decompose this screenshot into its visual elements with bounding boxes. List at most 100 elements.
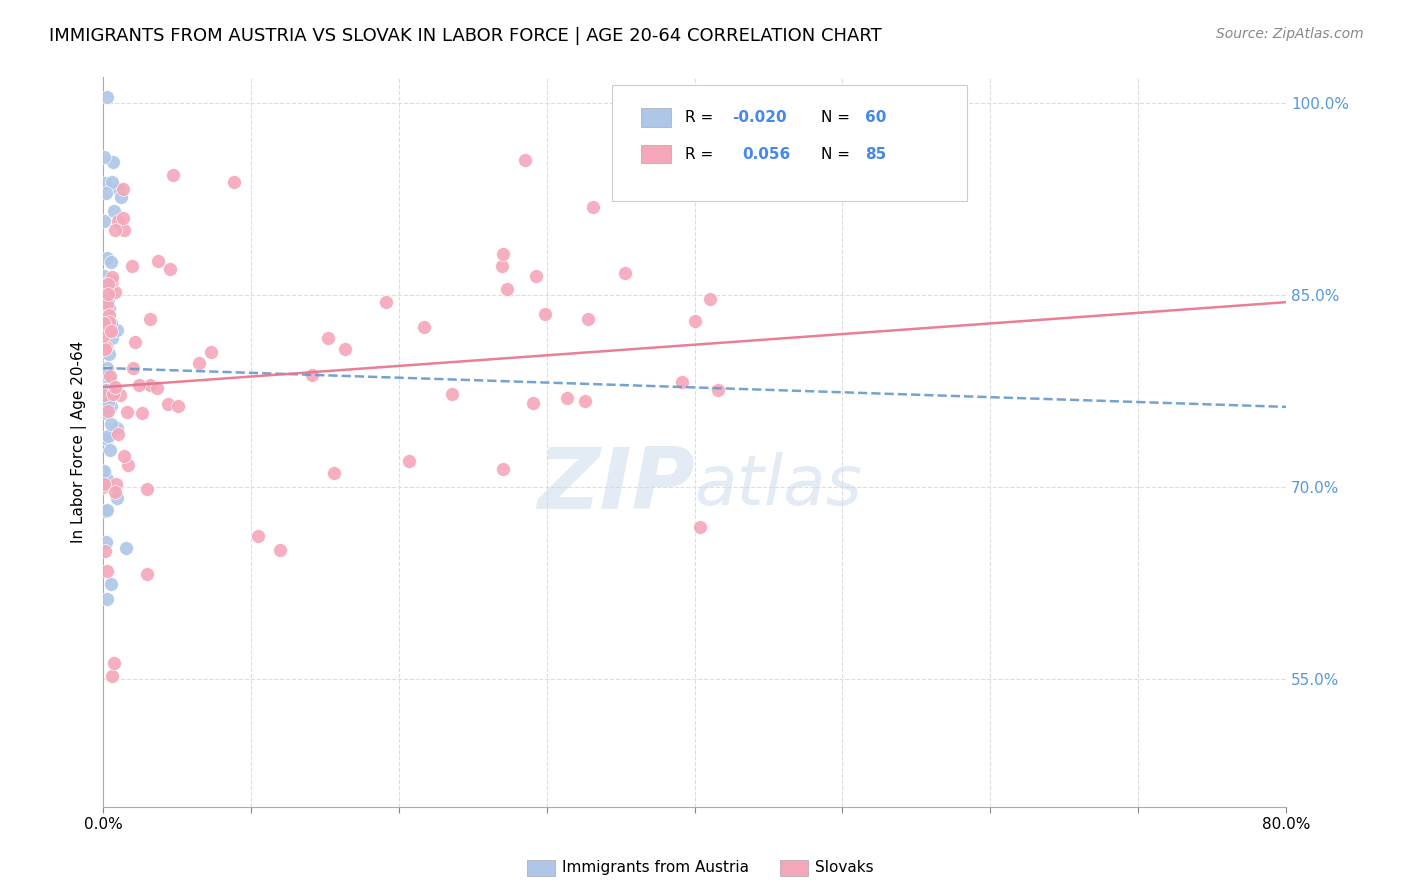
Point	[108, 182, 131, 196]
Point	[578, 312, 600, 326]
Point	[145, 380, 167, 394]
Point	[94, 396, 117, 410]
Point	[136, 566, 159, 581]
Point	[96, 376, 118, 390]
Point	[98, 281, 121, 295]
Point	[398, 454, 420, 468]
Point	[93, 340, 115, 354]
Point	[496, 282, 519, 296]
Text: Source: ZipAtlas.com: Source: ZipAtlas.com	[1216, 27, 1364, 41]
Point	[269, 542, 291, 557]
Point	[97, 293, 120, 308]
Text: R =: R =	[685, 110, 718, 125]
Point	[301, 368, 323, 382]
Point	[115, 405, 138, 419]
Point	[93, 269, 115, 284]
Point	[110, 189, 132, 203]
Point	[93, 339, 115, 353]
Point	[200, 345, 222, 359]
Point	[117, 458, 139, 472]
Point	[93, 480, 115, 494]
Point	[97, 404, 120, 418]
Point	[187, 356, 209, 370]
Point	[94, 277, 117, 292]
Point	[96, 312, 118, 326]
Point	[96, 89, 118, 103]
Point	[97, 324, 120, 338]
Point	[108, 388, 131, 402]
Point	[96, 287, 118, 301]
Y-axis label: In Labor Force | Age 20-64: In Labor Force | Age 20-64	[72, 341, 87, 543]
Point	[93, 467, 115, 481]
FancyBboxPatch shape	[641, 109, 671, 127]
Point	[98, 315, 121, 329]
Point	[94, 383, 117, 397]
Point	[515, 153, 537, 167]
Text: R =: R =	[685, 146, 718, 161]
Point	[97, 277, 120, 291]
Point	[93, 213, 115, 227]
Point	[97, 347, 120, 361]
Point	[101, 269, 124, 284]
Point	[96, 361, 118, 376]
Point	[101, 155, 124, 169]
Point	[93, 150, 115, 164]
Point	[96, 591, 118, 606]
Point	[98, 301, 121, 316]
Point	[107, 491, 129, 505]
Point	[100, 255, 122, 269]
Point	[146, 253, 169, 268]
Point	[103, 204, 125, 219]
Point	[100, 324, 122, 338]
Text: Immigrants from Austria: Immigrants from Austria	[562, 860, 749, 874]
Point	[412, 320, 434, 334]
Point	[100, 417, 122, 431]
Text: N =: N =	[821, 146, 855, 161]
Point	[124, 334, 146, 349]
Point	[104, 223, 127, 237]
Point	[96, 371, 118, 385]
Point	[101, 176, 124, 190]
Point	[671, 375, 693, 389]
Point	[94, 342, 117, 356]
Text: 60: 60	[865, 110, 886, 125]
Point	[96, 340, 118, 354]
Text: atlas: atlas	[695, 452, 863, 519]
Point	[96, 401, 118, 416]
Point	[139, 378, 162, 392]
Point	[534, 307, 557, 321]
Point	[614, 266, 637, 280]
Point	[114, 223, 136, 237]
Point	[111, 211, 134, 226]
Point	[100, 316, 122, 330]
Point	[222, 175, 245, 189]
Point	[522, 396, 544, 410]
Point	[98, 373, 121, 387]
Point	[97, 429, 120, 443]
Point	[93, 388, 115, 402]
Point	[94, 368, 117, 383]
Point	[96, 535, 118, 549]
Point	[93, 346, 115, 360]
Point	[96, 472, 118, 486]
Point	[524, 269, 547, 284]
Point	[491, 259, 513, 273]
Point	[689, 520, 711, 534]
Point	[94, 544, 117, 558]
Point	[699, 292, 721, 306]
Point	[98, 325, 121, 339]
Point	[582, 200, 605, 214]
Text: Slovaks: Slovaks	[815, 860, 875, 874]
Point	[104, 477, 127, 491]
Point	[707, 384, 730, 398]
Point	[100, 577, 122, 591]
Point	[335, 342, 357, 356]
Point	[555, 391, 578, 405]
Point	[94, 277, 117, 291]
Point	[316, 331, 339, 345]
Point	[121, 259, 143, 273]
Text: ZIP: ZIP	[537, 444, 695, 527]
Point	[94, 404, 117, 418]
Point	[98, 369, 121, 384]
Point	[107, 427, 129, 442]
